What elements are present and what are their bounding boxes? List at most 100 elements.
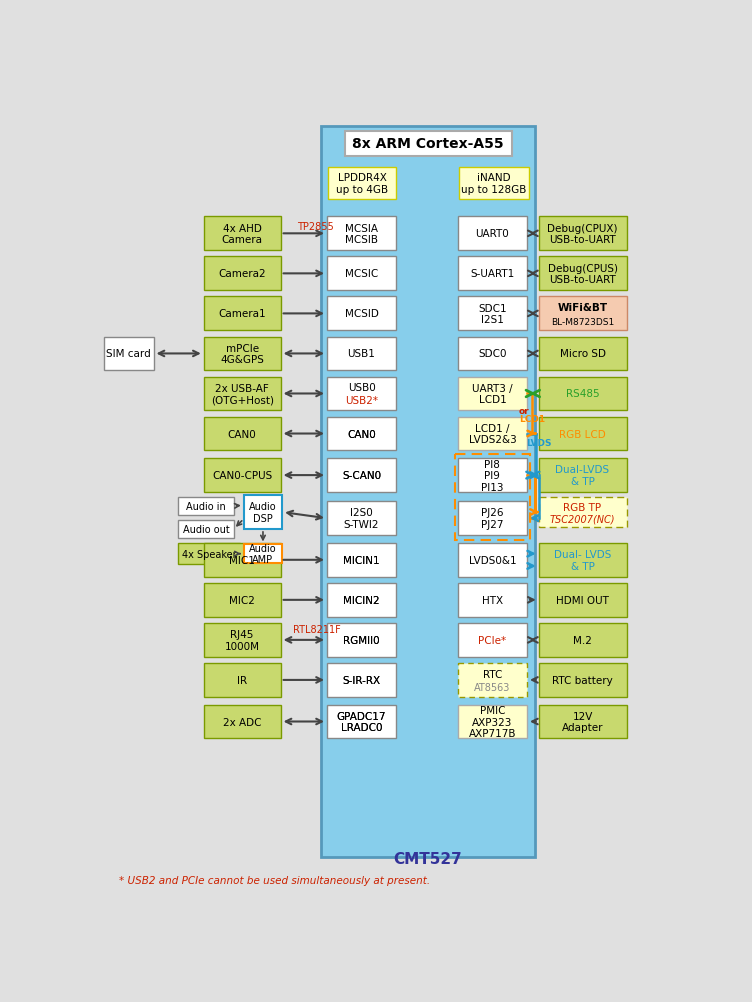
FancyBboxPatch shape bbox=[458, 623, 527, 657]
Text: 4x Speaker: 4x Speaker bbox=[182, 549, 236, 559]
Text: RTC battery: RTC battery bbox=[552, 675, 613, 685]
FancyBboxPatch shape bbox=[204, 417, 280, 451]
Text: USB2*: USB2* bbox=[345, 396, 378, 406]
FancyBboxPatch shape bbox=[178, 497, 234, 516]
FancyBboxPatch shape bbox=[327, 583, 396, 617]
FancyBboxPatch shape bbox=[538, 337, 627, 371]
FancyBboxPatch shape bbox=[459, 168, 529, 200]
Text: LCD1: LCD1 bbox=[520, 415, 545, 424]
Text: WiFi&BT: WiFi&BT bbox=[557, 303, 608, 313]
FancyBboxPatch shape bbox=[538, 623, 627, 657]
Text: MICIN1: MICIN1 bbox=[343, 555, 380, 565]
Text: Audio in: Audio in bbox=[186, 501, 226, 511]
Text: CAN0: CAN0 bbox=[347, 429, 376, 439]
Text: CAN0: CAN0 bbox=[228, 429, 256, 439]
Text: HTX: HTX bbox=[482, 595, 503, 605]
FancyBboxPatch shape bbox=[458, 704, 527, 738]
Text: PJ26
PJ27: PJ26 PJ27 bbox=[481, 508, 504, 529]
Text: 2x ADC: 2x ADC bbox=[223, 716, 262, 726]
FancyBboxPatch shape bbox=[538, 377, 627, 411]
FancyBboxPatch shape bbox=[204, 623, 280, 657]
FancyBboxPatch shape bbox=[458, 298, 527, 331]
Text: S-CAN0: S-CAN0 bbox=[342, 471, 381, 481]
FancyBboxPatch shape bbox=[204, 583, 280, 617]
FancyBboxPatch shape bbox=[538, 543, 627, 577]
Text: LVDS: LVDS bbox=[526, 439, 551, 448]
FancyBboxPatch shape bbox=[458, 663, 527, 697]
FancyBboxPatch shape bbox=[178, 543, 240, 565]
FancyBboxPatch shape bbox=[204, 217, 280, 252]
FancyBboxPatch shape bbox=[327, 623, 396, 657]
Text: RTL8211F: RTL8211F bbox=[293, 624, 341, 634]
Text: I2S0
S-TWI2: I2S0 S-TWI2 bbox=[344, 508, 379, 529]
Text: PI8
PI9
PI13: PI8 PI9 PI13 bbox=[481, 459, 504, 492]
Text: 4x AHD
Camera: 4x AHD Camera bbox=[222, 223, 262, 244]
Text: Audio
AMP: Audio AMP bbox=[249, 543, 277, 565]
Text: S-UART1: S-UART1 bbox=[470, 270, 514, 280]
Text: LVDS0&1: LVDS0&1 bbox=[468, 555, 516, 565]
Text: CAN0-CPUS: CAN0-CPUS bbox=[212, 471, 272, 481]
FancyBboxPatch shape bbox=[538, 704, 627, 738]
Text: mPCIe
4G&GPS: mPCIe 4G&GPS bbox=[220, 344, 264, 365]
Text: RGB TP: RGB TP bbox=[563, 503, 602, 513]
Text: USB0: USB0 bbox=[347, 382, 375, 392]
FancyBboxPatch shape bbox=[327, 459, 396, 493]
Text: MICIN2: MICIN2 bbox=[343, 595, 380, 605]
Text: SDC1
I2S1: SDC1 I2S1 bbox=[478, 304, 507, 325]
Text: M.2: M.2 bbox=[573, 635, 592, 645]
Text: MCSIC: MCSIC bbox=[345, 270, 378, 280]
FancyBboxPatch shape bbox=[538, 583, 627, 617]
Text: GPADC17
LRADC0: GPADC17 LRADC0 bbox=[337, 711, 387, 732]
FancyBboxPatch shape bbox=[538, 497, 627, 528]
FancyBboxPatch shape bbox=[322, 126, 535, 857]
Text: CMT527: CMT527 bbox=[393, 852, 462, 866]
Text: or: or bbox=[519, 407, 529, 416]
Text: MICIN2: MICIN2 bbox=[343, 595, 380, 605]
FancyBboxPatch shape bbox=[244, 545, 282, 563]
FancyBboxPatch shape bbox=[327, 417, 396, 451]
FancyBboxPatch shape bbox=[327, 298, 396, 331]
Text: CAN0: CAN0 bbox=[347, 429, 376, 439]
Text: Micro SD: Micro SD bbox=[559, 349, 605, 359]
Text: LPDDR4X
up to 4GB: LPDDR4X up to 4GB bbox=[336, 173, 388, 194]
FancyBboxPatch shape bbox=[458, 337, 527, 371]
Text: IR: IR bbox=[237, 675, 247, 685]
Text: RGMII0: RGMII0 bbox=[343, 635, 380, 645]
FancyBboxPatch shape bbox=[458, 217, 527, 252]
FancyBboxPatch shape bbox=[327, 258, 396, 291]
FancyBboxPatch shape bbox=[458, 583, 527, 617]
Text: LCD1 /
LVDS2&3: LCD1 / LVDS2&3 bbox=[468, 423, 517, 445]
Text: MIC1: MIC1 bbox=[229, 555, 255, 565]
Text: Audio out: Audio out bbox=[183, 524, 229, 534]
FancyBboxPatch shape bbox=[204, 377, 280, 411]
FancyBboxPatch shape bbox=[458, 502, 527, 536]
FancyBboxPatch shape bbox=[538, 258, 627, 291]
FancyBboxPatch shape bbox=[538, 459, 627, 493]
Text: Dual- LVDS
& TP: Dual- LVDS & TP bbox=[553, 549, 611, 571]
FancyBboxPatch shape bbox=[244, 496, 282, 529]
Text: MCSIA
MCSIB: MCSIA MCSIB bbox=[345, 223, 378, 244]
FancyBboxPatch shape bbox=[204, 704, 280, 738]
Text: RGMII0: RGMII0 bbox=[343, 635, 380, 645]
FancyBboxPatch shape bbox=[458, 543, 527, 577]
Text: PMIC
AXP323
AXP717B: PMIC AXP323 AXP717B bbox=[468, 705, 516, 738]
Text: Camera1: Camera1 bbox=[218, 309, 266, 319]
Text: UART0: UART0 bbox=[475, 229, 509, 239]
FancyBboxPatch shape bbox=[104, 337, 153, 371]
FancyBboxPatch shape bbox=[204, 663, 280, 697]
FancyBboxPatch shape bbox=[204, 258, 280, 291]
Text: 8x ARM Cortex-A55: 8x ARM Cortex-A55 bbox=[352, 137, 504, 151]
Text: SIM card: SIM card bbox=[106, 349, 150, 359]
Text: Debug(CPUS)
USB-to-UART: Debug(CPUS) USB-to-UART bbox=[547, 264, 617, 285]
FancyBboxPatch shape bbox=[204, 337, 280, 371]
Text: TSC2007(NC): TSC2007(NC) bbox=[550, 514, 615, 524]
FancyBboxPatch shape bbox=[538, 663, 627, 697]
Text: iNAND
up to 128GB: iNAND up to 128GB bbox=[461, 173, 526, 194]
Text: RS485: RS485 bbox=[566, 389, 599, 399]
Text: HDMI OUT: HDMI OUT bbox=[556, 595, 609, 605]
Text: Camera2: Camera2 bbox=[218, 270, 266, 280]
FancyBboxPatch shape bbox=[327, 502, 396, 536]
Text: * USB2 and PCIe cannot be used simultaneously at present.: * USB2 and PCIe cannot be used simultane… bbox=[119, 875, 430, 885]
FancyBboxPatch shape bbox=[538, 217, 627, 252]
FancyBboxPatch shape bbox=[458, 459, 527, 493]
